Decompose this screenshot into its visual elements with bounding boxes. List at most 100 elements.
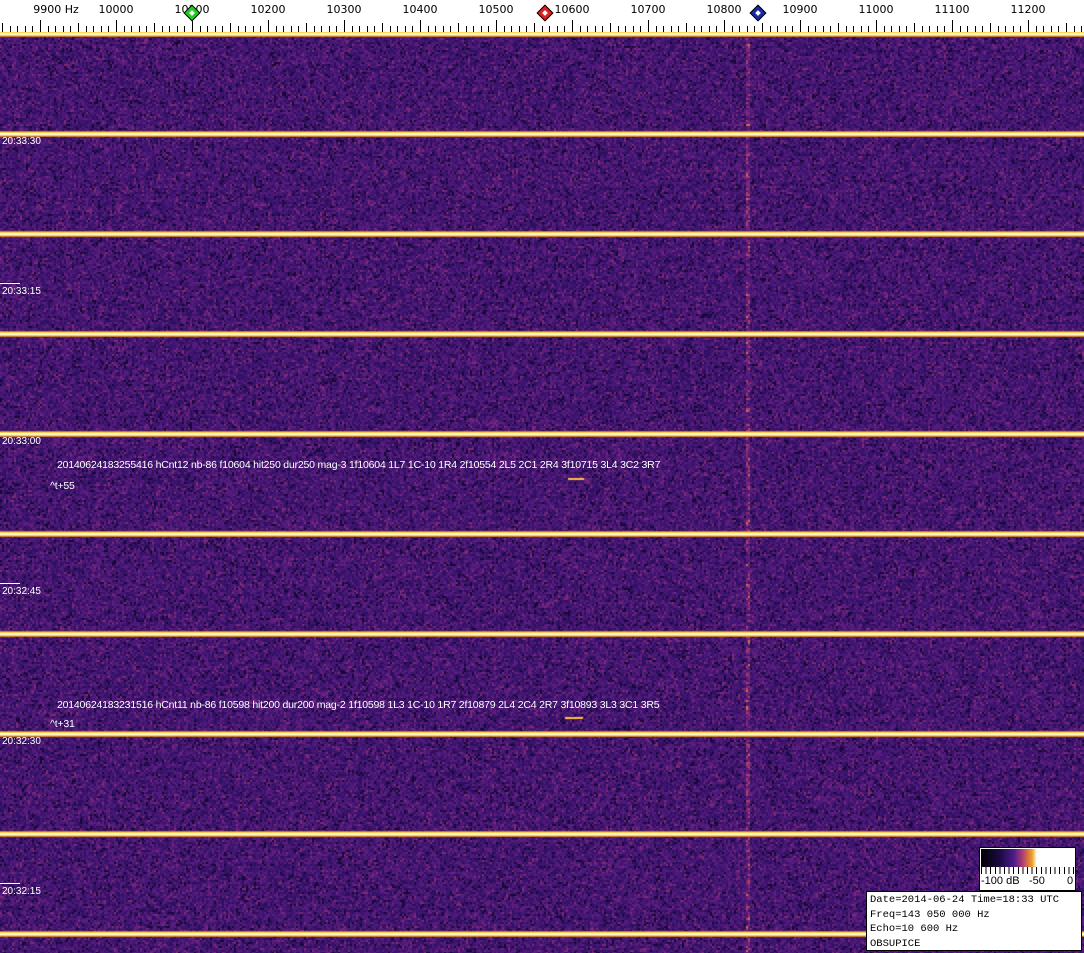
axis-tick: [17, 26, 18, 32]
colorbar-label-mid: -50: [1029, 875, 1045, 887]
axis-tick: [572, 20, 573, 32]
axis-tick: [230, 23, 231, 32]
time-label: 20:33:00: [0, 433, 41, 447]
axis-tick: [1005, 26, 1006, 32]
axis-tick: [542, 26, 543, 32]
axis-tick: [192, 20, 193, 32]
axis-tick: [177, 26, 178, 32]
info-station: OBSUPICE: [870, 937, 921, 950]
axis-tick: [131, 26, 132, 32]
axis-tick: [260, 26, 261, 32]
axis-tick: [374, 26, 375, 32]
axis-tick: [823, 26, 824, 32]
axis-tick: [929, 26, 930, 32]
axis-tick: [48, 26, 49, 32]
detection-annotation: 20140624183231516 hCnt11 nb-86 f10598 hi…: [57, 699, 660, 711]
axis-tick: [808, 26, 809, 32]
axis-tick: [982, 26, 983, 32]
red-marker[interactable]: [536, 4, 554, 22]
waterfall-spectrogram: [0, 32, 1084, 953]
axis-tick: [633, 26, 634, 32]
detection-offset: ^t+55: [50, 480, 75, 492]
axis-tick: [405, 26, 406, 32]
axis-tick: [952, 20, 953, 32]
axis-tick: [595, 26, 596, 32]
axis-tick: [724, 20, 725, 32]
axis-tick: [55, 26, 56, 32]
axis-tick-label: 11100: [934, 3, 970, 16]
axis-tick: [253, 26, 254, 32]
axis-tick: [496, 20, 497, 32]
axis-tick: [914, 23, 915, 32]
frequency-axis: 9900 Hz 10000101001020010300104001050010…: [0, 0, 1084, 32]
axis-tick: [998, 26, 999, 32]
axis-tick: [519, 26, 520, 32]
axis-tick: [504, 26, 505, 32]
axis-tick: [450, 26, 451, 32]
axis-tick-label: 10800: [706, 3, 742, 16]
axis-tick: [747, 26, 748, 32]
axis-tick: [306, 23, 307, 32]
axis-tick: [526, 26, 527, 32]
axis-tick: [990, 23, 991, 32]
axis-tick: [78, 23, 79, 32]
axis-tick: [146, 26, 147, 32]
axis-tick: [321, 26, 322, 32]
axis-tick: [93, 26, 94, 32]
axis-tick: [336, 26, 337, 32]
axis-tick: [846, 26, 847, 32]
info-date-time: Date=2014-06-24 Time=18:33 UTC: [870, 894, 1060, 906]
axis-tick: [397, 26, 398, 32]
colorbar: -100 dB -50 0: [979, 847, 1076, 891]
axis-tick: [412, 26, 413, 32]
axis-tick: [739, 26, 740, 32]
axis-tick: [314, 26, 315, 32]
axis-tick: [1066, 23, 1067, 32]
axis-tick: [678, 26, 679, 32]
axis-tick: [169, 26, 170, 32]
time-label: 20:32:15: [0, 883, 41, 897]
axis-tick: [967, 26, 968, 32]
axis-tick: [40, 20, 41, 32]
axis-tick: [640, 26, 641, 32]
axis-tick: [815, 26, 816, 32]
time-label: 20:32:30: [0, 733, 41, 747]
axis-tick: [473, 26, 474, 32]
axis-tick: [1036, 26, 1037, 32]
axis-tick: [154, 23, 155, 32]
axis-tick: [1013, 26, 1014, 32]
axis-tick: [663, 26, 664, 32]
axis-tick-label: 10200: [250, 3, 286, 16]
axis-tick: [359, 26, 360, 32]
info-frequency: Freq=143 050 000 Hz: [870, 908, 990, 921]
axis-tick: [868, 26, 869, 32]
axis-tick: [276, 26, 277, 32]
axis-tick: [618, 26, 619, 32]
axis-tick: [800, 20, 801, 32]
axis-tick: [32, 26, 33, 32]
axis-tick: [830, 26, 831, 32]
blue-marker[interactable]: [749, 4, 767, 22]
axis-tick-label: 10300: [326, 3, 362, 16]
axis-tick: [283, 26, 284, 32]
axis-tick-label: 10600: [554, 3, 590, 16]
axis-tick: [291, 26, 292, 32]
axis-tick: [564, 26, 565, 32]
axis-tick: [428, 26, 429, 32]
axis-tick: [709, 26, 710, 32]
axis-tick: [549, 26, 550, 32]
detection-offset: ^t+31: [50, 718, 75, 730]
axis-tick: [2, 23, 3, 32]
axis-tick: [511, 26, 512, 32]
axis-tick: [899, 26, 900, 32]
axis-tick: [481, 26, 482, 32]
axis-tick: [390, 26, 391, 32]
axis-tick: [184, 26, 185, 32]
axis-tick: [891, 26, 892, 32]
axis-tick: [534, 23, 535, 32]
axis-tick: [1074, 26, 1075, 32]
axis-tick: [63, 26, 64, 32]
axis-tick: [922, 26, 923, 32]
axis-tick: [1020, 26, 1021, 32]
axis-tick: [861, 26, 862, 32]
